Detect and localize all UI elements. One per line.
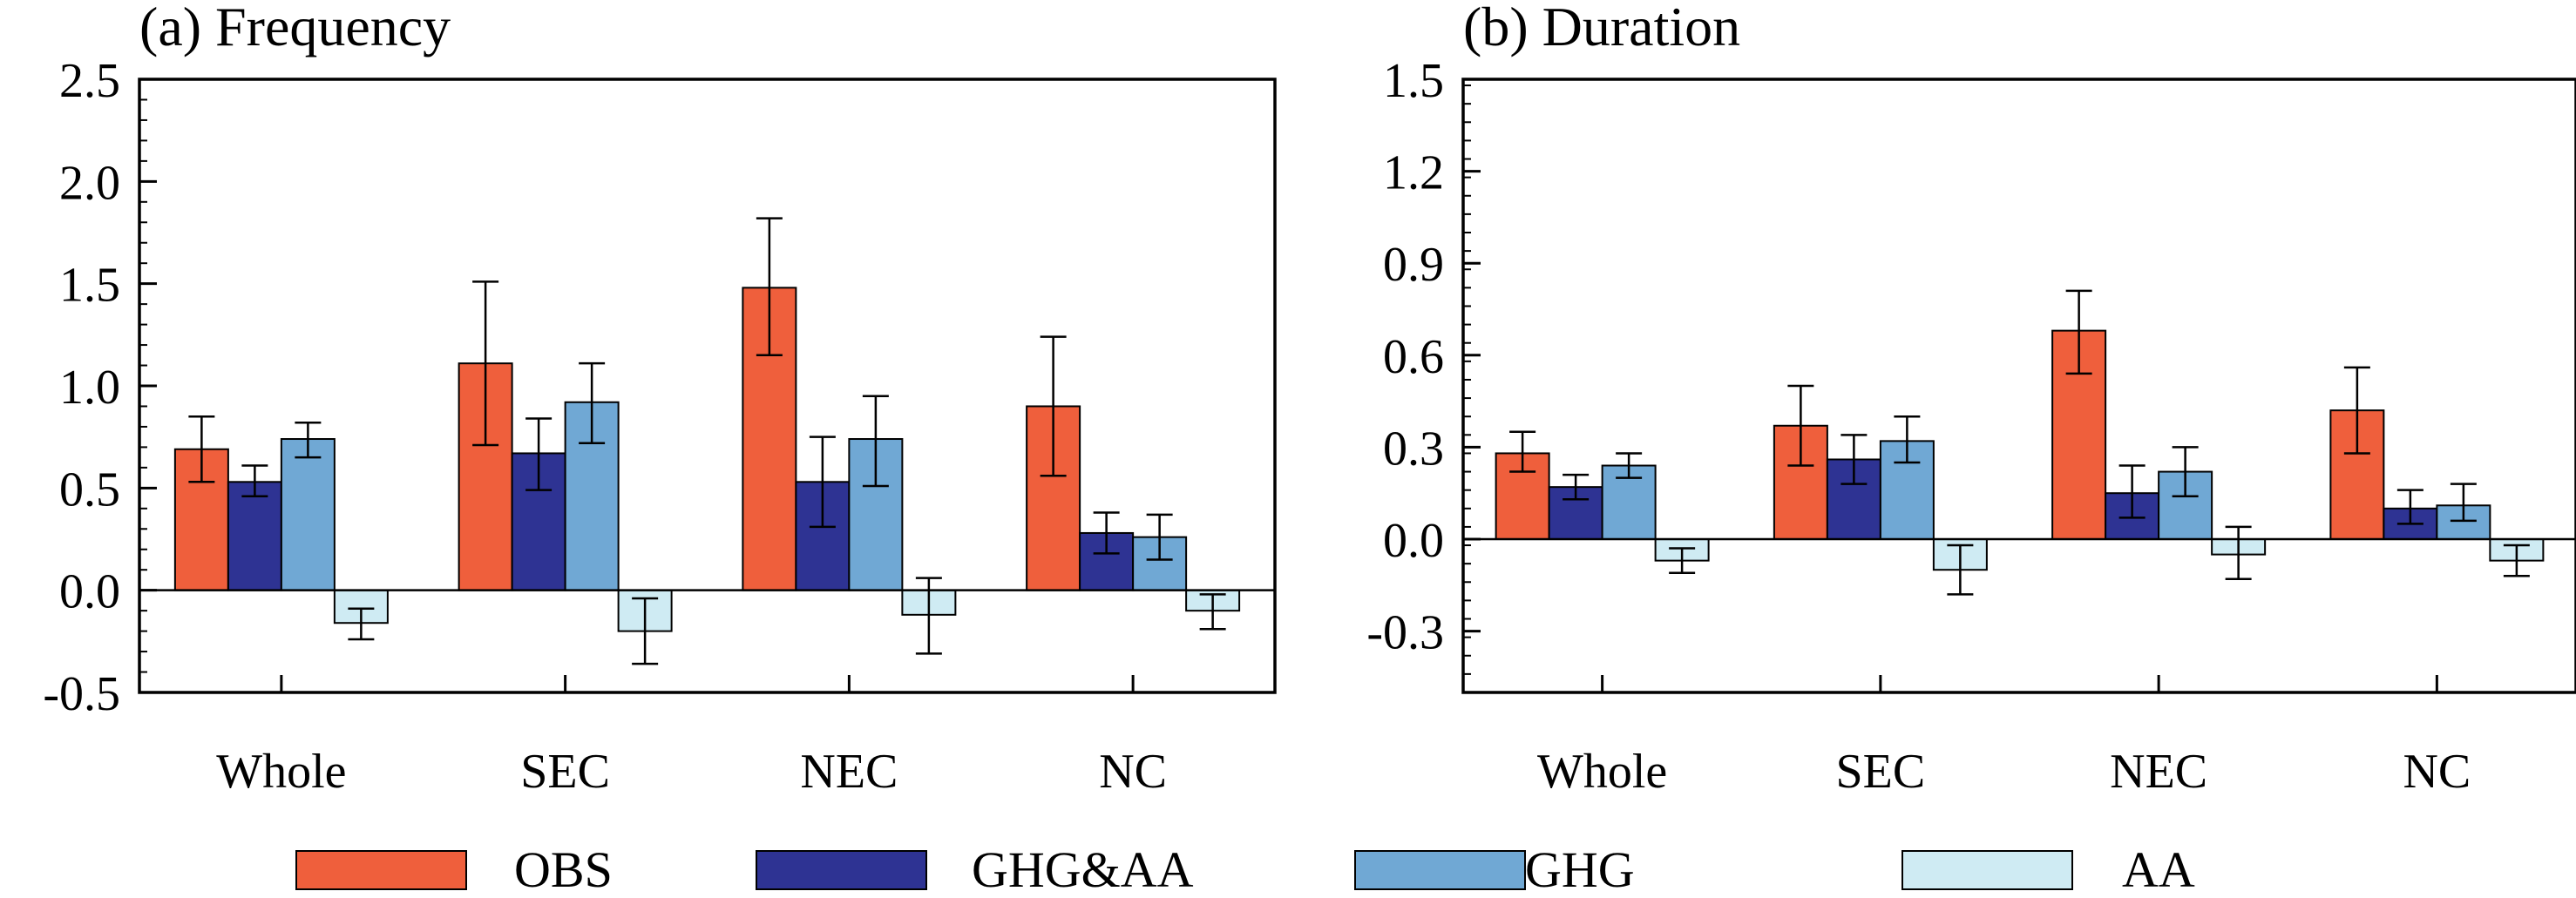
- legend-swatch: [295, 850, 467, 890]
- chart-title: (a) Frequency: [139, 0, 451, 57]
- legend-label: OBS: [514, 841, 613, 894]
- error-bar: [2450, 483, 2477, 523]
- y-tick-label: 1.2: [1383, 146, 1444, 200]
- panels: (a) Frequency -0.5 0.0 0.5 1.0 1.5 2.0 2.5 Whole…: [43, 0, 2576, 799]
- error-bar: [2503, 544, 2530, 577]
- legend-item-aa: AA: [1901, 841, 2195, 898]
- legend-label: GHG&AA: [972, 841, 1194, 894]
- y-tick-label: 0.6: [1383, 330, 1444, 384]
- y-tick-label: 0.0: [1383, 514, 1444, 568]
- error-bar: [862, 395, 889, 488]
- error-bar: [188, 415, 215, 483]
- legend-item-obs: OBS: [295, 841, 613, 898]
- error-bar: [1040, 335, 1067, 477]
- x-tick-label: Whole: [216, 745, 346, 799]
- error-bar: [1616, 452, 1643, 479]
- error-bar: [1840, 434, 1868, 485]
- error-bar: [1669, 547, 1696, 574]
- error-bar: [1894, 415, 1921, 464]
- bar-ghg-aa-whole: [227, 481, 282, 591]
- x-tick-label: NC: [2403, 745, 2471, 799]
- y-tick-label: 2.5: [59, 54, 120, 108]
- error-bar: [2065, 289, 2092, 375]
- x-tick-label: SEC: [520, 745, 610, 799]
- error-bar: [1199, 593, 1226, 631]
- y-tick-label: -0.5: [43, 667, 120, 721]
- legend-swatch: [1901, 850, 2073, 890]
- legend-swatch: [756, 850, 927, 890]
- y-tick-label: 0.5: [59, 463, 120, 517]
- y-tick-label: 0.9: [1383, 238, 1444, 292]
- error-bar: [348, 607, 375, 641]
- y-tick-label: -0.3: [1366, 606, 1444, 660]
- x-tick-label: NEC: [800, 745, 898, 799]
- error-bar: [295, 421, 322, 459]
- error-bar: [1787, 384, 1814, 467]
- error-bar: [472, 280, 499, 447]
- error-bar: [2225, 525, 2252, 581]
- error-bar: [579, 361, 606, 444]
- y-tick-label: 0.0: [59, 565, 120, 619]
- legend-item-ghg: GHG: [1354, 841, 1635, 898]
- x-tick-label: NEC: [2110, 745, 2207, 799]
- error-bar: [2118, 464, 2146, 519]
- y-tick-label: 1.5: [1383, 54, 1444, 108]
- plot-frame: [138, 78, 1277, 694]
- legend-item-ghg-aa: GHG&AA: [756, 841, 1194, 898]
- error-bar: [1146, 513, 1173, 561]
- bar-ghg-whole: [280, 438, 336, 591]
- error-bar: [1509, 430, 1536, 473]
- legend-label: AA: [2122, 841, 2195, 894]
- error-bar: [2172, 446, 2199, 497]
- error-bar: [241, 464, 268, 497]
- y-tick-label: 2.0: [59, 156, 120, 210]
- x-tick-label: Whole: [1537, 745, 1667, 799]
- error-bar: [2343, 366, 2370, 455]
- error-bar: [525, 417, 552, 491]
- panel-2: (b) Duration -0.3 0.0 0.3 0.6 0.9 1.2 1.5 Whole S…: [1366, 0, 2576, 799]
- error-bar: [1093, 511, 1120, 555]
- y-tick-label: 0.3: [1383, 422, 1444, 476]
- error-bar: [632, 597, 659, 665]
- error-bar: [1947, 544, 1974, 596]
- y-tick-label: 1.5: [59, 259, 120, 313]
- x-tick-label: SEC: [1836, 745, 1926, 799]
- legend-label: GHG: [1525, 841, 1635, 894]
- panel-1: (a) Frequency -0.5 0.0 0.5 1.0 1.5 2.0 2.5 Whole…: [43, 0, 1277, 799]
- error-bar: [756, 217, 783, 357]
- error-bar: [1563, 473, 1590, 501]
- plot-frame: [1461, 78, 2576, 694]
- error-bar: [809, 435, 836, 529]
- legend-swatch: [1354, 850, 1526, 890]
- legend: OBS GHG&AA GHG AA: [295, 841, 2195, 898]
- x-tick-label: NC: [1099, 745, 1167, 799]
- error-bar: [2396, 489, 2423, 525]
- chart-title: (b) Duration: [1463, 0, 1740, 57]
- y-tick-label: 1.0: [59, 361, 120, 415]
